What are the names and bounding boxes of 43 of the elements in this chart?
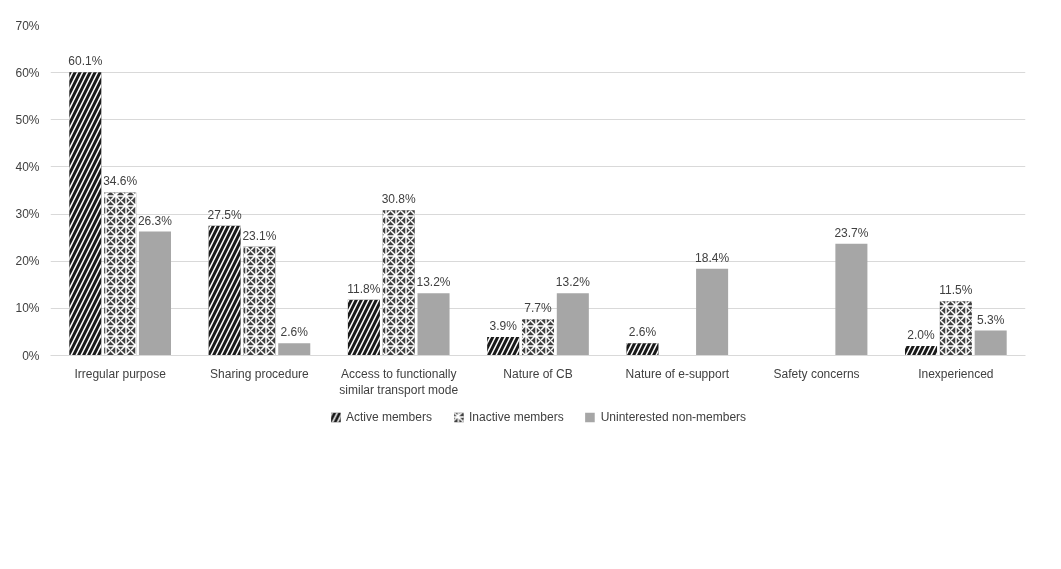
data-label: 18.4% bbox=[695, 250, 730, 265]
y-tick-label: 10% bbox=[15, 301, 40, 316]
y-tick-label: 60% bbox=[15, 65, 40, 80]
data-label: 30.8% bbox=[381, 192, 417, 207]
data-label: 27.5% bbox=[207, 207, 242, 222]
bar bbox=[835, 243, 868, 356]
legend-label: Active members bbox=[345, 410, 432, 424]
legend-label: Uninterested non-members bbox=[600, 410, 747, 424]
data-label: 11.8% bbox=[347, 281, 381, 296]
y-tick-label: 50% bbox=[15, 112, 40, 127]
x-tick-label: Access to functionally similar transport mode bbox=[339, 366, 459, 398]
x-tick-label: Sharing procedure bbox=[210, 366, 310, 381]
data-label: 2.6% bbox=[628, 325, 657, 340]
data-label: 26.3% bbox=[137, 213, 173, 228]
y-tick-label: 30% bbox=[15, 207, 40, 222]
y-tick-label: 70% bbox=[15, 18, 40, 33]
data-label: 13.2% bbox=[416, 275, 451, 290]
y-tick-label: 0% bbox=[22, 348, 40, 363]
x-tick-label: Safety concerns bbox=[773, 366, 860, 381]
data-label: 2.6% bbox=[280, 325, 309, 340]
x-tick-label: Nature of e-support bbox=[625, 366, 730, 381]
bar bbox=[138, 231, 171, 356]
data-label: 23.1% bbox=[242, 228, 277, 243]
legend-label: Inactive members bbox=[468, 410, 564, 424]
bar bbox=[974, 330, 1007, 356]
data-label: 34.6% bbox=[103, 174, 138, 189]
data-label: 7.7% bbox=[524, 301, 553, 316]
bar bbox=[556, 293, 589, 356]
data-label: 60.1% bbox=[68, 54, 103, 69]
x-tick-label: Inexperienced bbox=[918, 366, 994, 381]
x-tick-label: Irregular purpose bbox=[74, 366, 167, 381]
y-tick-label: 40% bbox=[15, 159, 40, 174]
data-label: 23.7% bbox=[834, 225, 869, 240]
x-tick-label: Nature of CB bbox=[503, 366, 573, 381]
bar bbox=[278, 343, 311, 356]
bar bbox=[696, 268, 729, 356]
data-label: 5.3% bbox=[977, 312, 1005, 327]
data-label: 2.0% bbox=[907, 328, 936, 343]
data-label: 11.5% bbox=[939, 283, 973, 298]
data-label: 3.9% bbox=[489, 319, 518, 334]
data-label: 13.2% bbox=[555, 275, 591, 290]
y-tick-label: 20% bbox=[15, 254, 40, 269]
bar bbox=[417, 293, 450, 356]
